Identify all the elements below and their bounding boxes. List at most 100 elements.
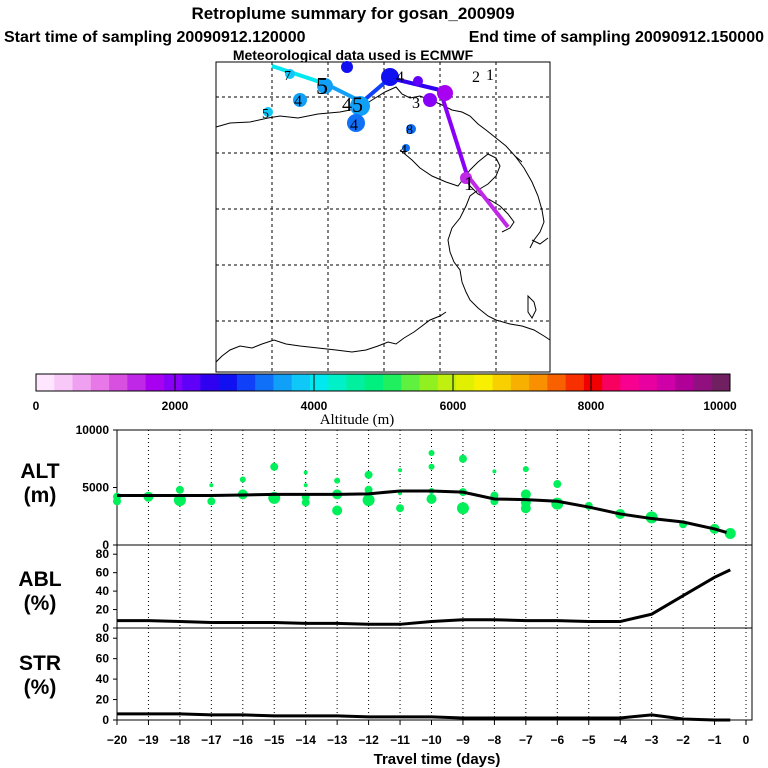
plume-point [428, 463, 435, 470]
plume-point [456, 502, 469, 515]
abl-ylabel: ABL [18, 568, 61, 591]
colorbar-swatch [109, 374, 128, 391]
y-tick-label: 80 [96, 547, 110, 561]
colorbar-swatch [565, 374, 585, 391]
colorbar-label: Altitude (m) [320, 412, 395, 428]
panel-frame [116, 429, 753, 546]
x-tick-label: −11 [390, 733, 410, 747]
plume-point [551, 497, 564, 510]
plume-dot [402, 144, 410, 152]
x-tick-label: −13 [327, 733, 348, 747]
plume-dot [341, 61, 353, 73]
x-tick-label: −19 [138, 733, 159, 747]
colorbar-swatch [72, 374, 92, 391]
plume-point [396, 504, 405, 513]
plume-point [239, 476, 246, 483]
x-axis-label: Travel time (days) [374, 751, 501, 768]
plume-dot [406, 124, 416, 134]
panel-alt: 0 5000 10000 [76, 423, 753, 552]
trajectory-segment [438, 89, 469, 176]
map-day-label: 2 [472, 69, 480, 86]
plume-point [301, 498, 310, 507]
colorbar-border [35, 373, 731, 392]
y-tick-label: 20 [96, 603, 110, 617]
alt-ylabel: ALT [20, 460, 59, 483]
x-tick-label: −5 [582, 733, 596, 747]
colorbar-swatch [656, 374, 676, 391]
y-tick-label: 10000 [76, 423, 110, 437]
plume-dot [381, 68, 399, 86]
colorbar-swatch [90, 374, 110, 391]
colorbar-swatch [364, 374, 384, 391]
plume-point [458, 454, 467, 463]
panel-abl: 0 20 40 60 80 [96, 544, 753, 635]
colorbar-swatch [145, 374, 165, 391]
plume-dot [317, 78, 333, 94]
map-day-label: 4 [400, 143, 407, 158]
y-tick-label: 0 [102, 538, 109, 552]
colorbar-swatch [291, 374, 311, 391]
map-day-label: 4 [342, 94, 352, 116]
x-tick-label: −6 [550, 733, 564, 747]
x-tick-label: −8 [488, 733, 502, 747]
colorbar-swatch [273, 374, 293, 391]
receptor-point [726, 529, 735, 538]
colorbar-swatch [163, 374, 183, 391]
colorbar-swatch [510, 374, 530, 391]
map-day-label: 7 [284, 69, 291, 84]
y-tick-label: 5000 [82, 481, 109, 495]
plume-point [332, 505, 343, 516]
plume-dot [263, 107, 273, 117]
start-time-label: Start time of sampling 20090912.120000 [4, 29, 306, 46]
plume-dot [347, 114, 365, 132]
x-tick-label: −3 [645, 733, 659, 747]
colorbar-swatch [200, 374, 220, 391]
plume-point [207, 497, 216, 506]
colorbar-swatch [36, 374, 55, 391]
plume-point [270, 462, 279, 471]
x-tick-label: −2 [676, 733, 690, 747]
map-day-label: 4 [396, 69, 404, 86]
plume-point [364, 470, 373, 479]
colorbar-swatch [127, 374, 147, 391]
plume-point [492, 469, 497, 474]
x-tick-label: −9 [456, 733, 470, 747]
x-tick-label: −1 [708, 733, 722, 747]
colorbar-swatch [693, 374, 713, 391]
plume-dot [293, 93, 307, 107]
end-time-label: End time of sampling 20090912.150000 [469, 29, 764, 46]
colorbar-swatch [346, 374, 366, 391]
panel-frame [116, 627, 753, 721]
y-tick-label: 80 [96, 631, 110, 645]
plume-dot [423, 93, 437, 107]
map-day-label: 1 [464, 173, 474, 195]
plume-point [522, 466, 529, 473]
trajectory-segment [465, 173, 510, 229]
str-line [117, 712, 731, 722]
colorbar-swatch [638, 374, 658, 391]
colorbar-swatch [602, 374, 621, 391]
coastlines [215, 86, 551, 363]
map-day-label: 8 [406, 123, 413, 138]
plume-point [209, 483, 214, 488]
colorbar-swatch [711, 374, 731, 391]
map-day-label: 5 [262, 107, 269, 122]
colorbar-swatch [492, 374, 512, 391]
colorbar-swatch [255, 374, 274, 391]
plume-point [303, 470, 308, 475]
plume-dot [413, 76, 423, 86]
colorbar-tick: 0 [33, 399, 40, 413]
y-tick-label: 60 [96, 652, 110, 666]
x-tick-label: −7 [519, 733, 533, 747]
colorbar-swatch [583, 374, 603, 391]
colorbar-swatch [182, 374, 201, 391]
met-data-label: Meteorological data used is ECMWF [233, 47, 474, 63]
str-ylabel: STR [19, 652, 61, 675]
colorbar-ticks: 0 2000 4000 6000 8000 10000 [33, 399, 737, 413]
plume-point [364, 485, 373, 494]
plume-dot [350, 96, 370, 116]
x-tick-label: −16 [233, 733, 254, 747]
x-tick-label: −10 [421, 733, 442, 747]
plume-point [428, 450, 435, 456]
